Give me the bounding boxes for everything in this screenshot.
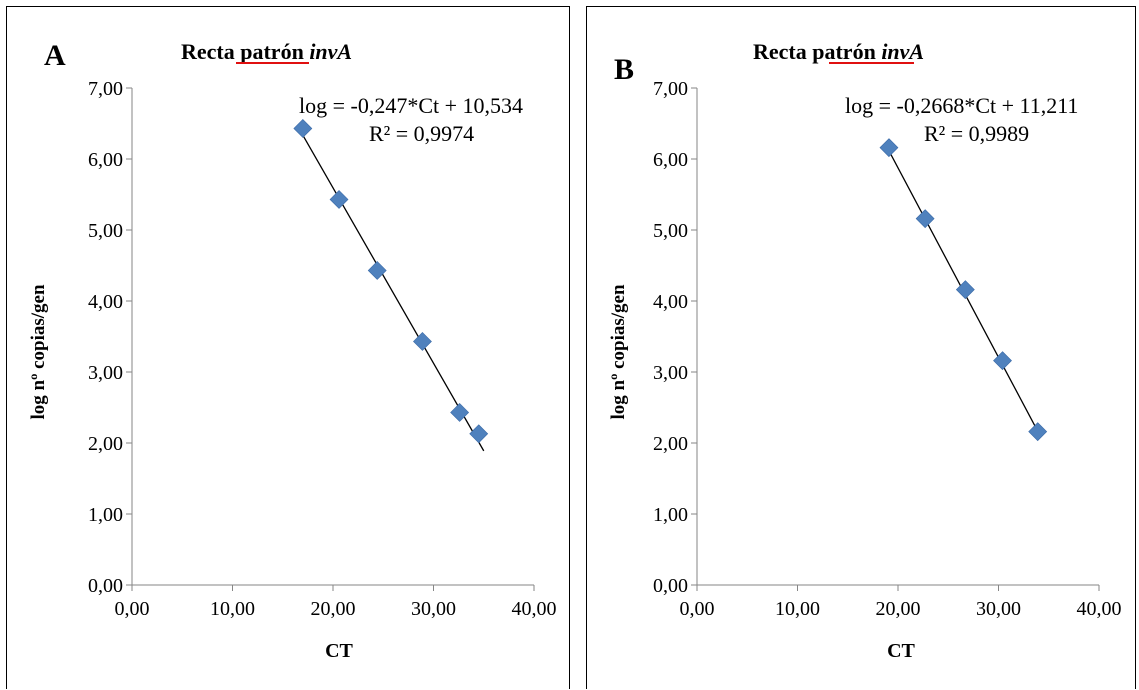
markers-b (879, 138, 1048, 442)
trendline-equation-b: log = -0,2668*Ct + 11,211 (845, 93, 1078, 118)
data-point-marker (955, 280, 975, 300)
data-point-marker (915, 209, 935, 229)
data-point-marker (469, 424, 489, 444)
x-tick-label: 20,00 (876, 598, 921, 620)
data-point-marker (450, 403, 470, 422)
y-tick-label: 1,00 (653, 504, 688, 526)
x-axis-label-a: CT (325, 640, 353, 662)
y-tick-label: 3,00 (653, 362, 688, 384)
x-tick-label: 10,00 (210, 598, 255, 620)
y-tick-label: 1,00 (88, 504, 123, 526)
y-axis-label-a: log nº copias/gen (28, 284, 49, 420)
x-tick-label: 30,00 (976, 598, 1021, 620)
y-axis-label-b: log nº copias/gen (608, 284, 629, 420)
axes-a: 0,00 1,00 2,00 3,00 4,00 5,00 6,00 7,00 0,00 10,0… (88, 78, 557, 620)
chart-b-svg: B Recta patrón invA 0,00 1,00 2,00 3,00 4,00… (608, 39, 1122, 662)
panel-letter-a: A (44, 39, 66, 72)
trendline-equation-a: log = -0,247*Ct + 10,534 (299, 93, 523, 118)
data-point-marker (413, 332, 432, 351)
y-tick-label: 6,00 (88, 149, 123, 171)
chart-title-b: Recta patrón invA (753, 39, 924, 64)
chart-title-text-a: Recta patrón (181, 39, 309, 64)
chart-a-svg: A Recta patrón invA 0,00 1,00 2,00 3,00 4,00… (28, 39, 557, 662)
y-tick-label: 2,00 (653, 433, 688, 455)
x-tick-label: 40,00 (1077, 598, 1122, 620)
x-tick-label: 10,00 (775, 598, 820, 620)
y-tick-label: 2,00 (88, 433, 123, 455)
y-tick-label: 0,00 (653, 575, 688, 597)
y-tick-label: 7,00 (653, 78, 688, 100)
chart-title-a: Recta patrón invA (181, 39, 352, 64)
y-tick-label: 4,00 (88, 291, 123, 313)
y-tick-label: 4,00 (653, 291, 688, 313)
chart-title-text-b: Recta patrón (753, 39, 881, 64)
chart-panel-a: A Recta patrón invA 0,00 1,00 2,00 3,00 4,00… (6, 6, 570, 689)
data-point-marker (367, 261, 387, 280)
r-squared-a: R² = 0,9974 (369, 121, 474, 146)
data-point-marker (329, 190, 349, 209)
y-tick-label: 0,00 (88, 575, 123, 597)
data-point-marker (879, 138, 899, 158)
x-axis-label-b: CT (887, 640, 915, 662)
data-point-marker (293, 119, 313, 138)
x-tick-label: 40,00 (512, 598, 557, 620)
x-tick-label: 0,00 (115, 598, 150, 620)
chart-panel-b: B Recta patrón invA 0,00 1,00 2,00 3,00 4,00… (586, 6, 1136, 689)
x-tick-label: 0,00 (680, 598, 715, 620)
y-tick-label: 7,00 (88, 78, 123, 100)
y-tick-label: 5,00 (653, 220, 688, 242)
panel-letter-b: B (614, 53, 634, 86)
x-tick-label: 30,00 (411, 598, 456, 620)
trendline-group-a (300, 131, 485, 452)
r-squared-b: R² = 0,9989 (924, 121, 1029, 146)
axes-b: 0,00 1,00 2,00 3,00 4,00 5,00 6,00 7,00 0,00 10,0… (653, 78, 1122, 620)
x-tick-label: 20,00 (311, 598, 356, 620)
data-point-marker (1028, 422, 1048, 442)
chart-title-gene-b: invA (881, 39, 924, 64)
y-tick-label: 6,00 (653, 149, 688, 171)
markers-a (293, 119, 489, 444)
chart-title-gene-a: invA (309, 39, 352, 64)
trendline (300, 131, 485, 452)
y-tick-label: 5,00 (88, 220, 123, 242)
y-tick-label: 3,00 (88, 362, 123, 384)
data-point-marker (993, 351, 1012, 371)
